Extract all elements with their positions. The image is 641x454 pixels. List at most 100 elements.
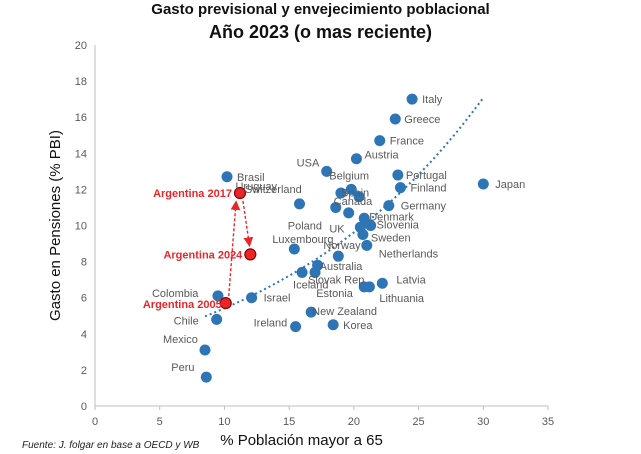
point-estonia bbox=[358, 281, 370, 293]
point-label-italy: Italy bbox=[422, 94, 443, 106]
point-new-zealand bbox=[305, 306, 317, 318]
point-switzerland bbox=[335, 187, 347, 199]
point-ireland bbox=[290, 321, 302, 333]
point-norway bbox=[332, 250, 344, 262]
arrow-2017-to-2024 bbox=[242, 200, 254, 248]
point-label-belgium: Belgium bbox=[329, 170, 369, 182]
x-tick-label: 0 bbox=[92, 416, 98, 428]
x-tick-label: 20 bbox=[348, 416, 360, 428]
point-denmark bbox=[358, 212, 370, 224]
point-netherlands bbox=[361, 239, 373, 251]
y-tick-label: 18 bbox=[75, 76, 87, 88]
point-japan bbox=[477, 178, 489, 190]
point-label-colombia: Colombia bbox=[152, 288, 199, 300]
source-note: Fuente: J. folgar en base a OECD y WB bbox=[22, 440, 200, 451]
point-label-chile: Chile bbox=[174, 315, 199, 327]
y-tick-label: 2 bbox=[81, 365, 87, 377]
point-label-luxembourg: Luxembourg bbox=[272, 234, 333, 246]
point-argentina-2017 bbox=[233, 186, 247, 200]
point-uruguay bbox=[293, 198, 305, 210]
y-tick-label: 20 bbox=[75, 40, 87, 52]
point-brasil bbox=[221, 171, 233, 183]
point-label-slovenia: Slovenia bbox=[377, 220, 420, 232]
point-label-new-zealand: New Zealand bbox=[312, 306, 377, 318]
point-label-finland: Finland bbox=[410, 183, 446, 195]
point-israel bbox=[246, 292, 258, 304]
highlight-label-argentina-2005: Argentina 2005 bbox=[143, 299, 222, 311]
point-portugal bbox=[392, 169, 404, 181]
point-label-uk: UK bbox=[329, 223, 345, 235]
point-label-japan: Japan bbox=[495, 179, 525, 191]
point-label-portugal: Portugal bbox=[406, 170, 447, 182]
y-tick-label: 14 bbox=[75, 148, 87, 160]
x-tick-label: 10 bbox=[218, 416, 230, 428]
point-peru bbox=[200, 371, 212, 383]
point-label-sweden: Sweden bbox=[371, 233, 411, 245]
point-label-uruguay: Uruguay bbox=[235, 181, 277, 193]
x-tick-label: 5 bbox=[157, 416, 163, 428]
point-label-slovak-rep: Slovak Rep bbox=[308, 274, 364, 286]
x-tick-label: 35 bbox=[542, 416, 554, 428]
point-label-israel: Israel bbox=[264, 293, 291, 305]
y-tick-label: 4 bbox=[81, 329, 87, 341]
point-argentina-2024 bbox=[244, 248, 257, 261]
point-canada bbox=[343, 207, 355, 219]
point-latvia bbox=[376, 277, 388, 289]
point-label-estonia: Estonia bbox=[316, 288, 354, 300]
point-label-mexico: Mexico bbox=[163, 334, 198, 346]
chart-subtitle: Año 2023 (o mas reciente) bbox=[208, 22, 433, 42]
y-tick-label: 16 bbox=[75, 112, 87, 124]
point-greece bbox=[389, 113, 401, 125]
point-iceland bbox=[309, 266, 321, 278]
point-belgium bbox=[345, 183, 357, 195]
point-label-netherlands: Netherlands bbox=[379, 248, 439, 260]
y-tick-label: 12 bbox=[75, 184, 87, 196]
point-poland bbox=[330, 201, 342, 213]
point-label-usa: USA bbox=[297, 157, 320, 169]
x-axis-title: % Población mayor a 65 bbox=[220, 432, 383, 449]
arrow-2005-to-2017 bbox=[228, 200, 241, 297]
point-label-greece: Greece bbox=[404, 114, 440, 126]
point-slovenia bbox=[365, 220, 377, 231]
point-label-ireland: Ireland bbox=[254, 318, 288, 330]
point-label-austria: Austria bbox=[364, 150, 399, 162]
point-korea bbox=[327, 319, 339, 331]
x-tick-label: 15 bbox=[283, 416, 295, 428]
point-label-germany: Germany bbox=[401, 201, 447, 213]
point-finland bbox=[394, 182, 406, 194]
point-chile bbox=[211, 313, 223, 325]
point-label-norway: Norway bbox=[323, 240, 361, 252]
y-tick-label: 10 bbox=[75, 221, 87, 233]
point-label-iceland: Iceland bbox=[293, 279, 328, 291]
chart-title: Gasto previsional y envejecimiento pobla… bbox=[151, 1, 490, 18]
point-label-canada: Canada bbox=[334, 196, 373, 208]
point-label-australia: Australia bbox=[320, 261, 364, 273]
point-germany bbox=[383, 200, 395, 212]
highlight-label-argentina-2024: Argentina 2024 bbox=[163, 249, 243, 261]
highlight-label-argentina-2017: Argentina 2017 bbox=[153, 188, 232, 200]
point-label-lithuania: Lithuania bbox=[379, 293, 425, 305]
x-tick-label: 25 bbox=[412, 416, 424, 428]
point-label-france: France bbox=[390, 136, 424, 148]
point-mexico bbox=[199, 344, 211, 356]
point-austria bbox=[350, 153, 362, 165]
y-tick-label: 6 bbox=[81, 293, 87, 305]
point-sweden bbox=[357, 229, 369, 241]
point-label-korea: Korea bbox=[343, 320, 373, 332]
point-label-denmark: Denmark bbox=[369, 211, 414, 223]
point-label-poland: Poland bbox=[288, 220, 322, 232]
y-tick-label: 0 bbox=[81, 401, 87, 413]
point-colombia bbox=[212, 290, 224, 302]
point-luxembourg bbox=[288, 243, 300, 255]
x-tick-label: 30 bbox=[477, 416, 489, 428]
point-usa bbox=[321, 165, 333, 177]
point-italy bbox=[406, 93, 418, 105]
point-slovak-rep bbox=[296, 266, 308, 278]
point-france bbox=[374, 135, 386, 147]
point-label-spain: Spain bbox=[341, 188, 369, 200]
point-spain bbox=[353, 191, 365, 203]
point-label-latvia: Latvia bbox=[396, 274, 426, 286]
y-axis-title: Gasto en Pensiones (% PBI) bbox=[47, 130, 64, 321]
point-label-peru: Peru bbox=[171, 362, 194, 374]
